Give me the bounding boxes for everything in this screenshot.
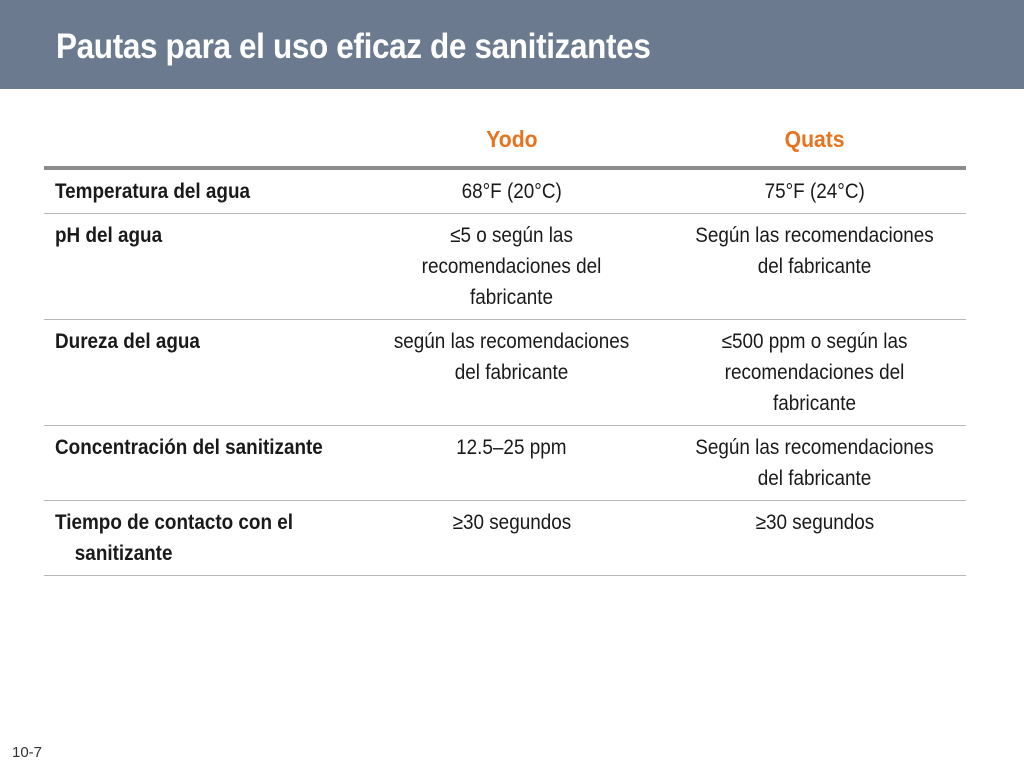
table-row: Dureza del agua según las recomendacione…	[44, 319, 966, 426]
yodo-value-text: según las recomendaciones del fabricante	[393, 330, 630, 384]
quats-value-text: Según las recomendaciones del fabricante	[695, 436, 934, 490]
table-row: Tiempo de contacto con el sanitizante ≥3…	[44, 500, 966, 576]
quats-value: 75°F (24°C)	[663, 168, 966, 214]
yodo-value-text: 12.5–25 ppm	[456, 436, 567, 459]
quats-value-text: ≥30 segundos	[755, 511, 874, 534]
row-label-text: Tiempo de contacto con el sanitizante	[55, 511, 294, 565]
quats-value: Según las recomendaciones del fabricante	[663, 425, 966, 501]
yodo-value: según las recomendaciones del fabricante	[360, 319, 663, 426]
quats-value-text: 75°F (24°C)	[764, 180, 865, 203]
slide-title: Pautas para el uso eficaz de sanitizante…	[56, 27, 651, 66]
sanitizer-guidelines-table: Yodo Quats Temperatura del agua 68°F (20…	[44, 112, 966, 576]
header-quats: Quats	[663, 112, 966, 170]
title-bar: Pautas para el uso eficaz de sanitizante…	[0, 0, 1024, 89]
row-label: Concentración del sanitizante	[44, 425, 360, 501]
row-label: pH del agua	[44, 213, 360, 320]
guidelines-table-container: Yodo Quats Temperatura del agua 68°F (20…	[44, 112, 966, 576]
table-header-row: Yodo Quats	[44, 112, 966, 170]
table-row: Temperatura del agua 68°F (20°C) 75°F (2…	[44, 168, 966, 214]
header-blank	[44, 112, 360, 170]
quats-value-text: ≤500 ppm o según las recomendaciones del…	[721, 330, 908, 415]
yodo-value: 12.5–25 ppm	[360, 425, 663, 501]
slide-number: 10-7	[12, 744, 43, 761]
quats-value-text: Según las recomendaciones del fabricante	[695, 224, 934, 278]
row-label-text: Concentración del sanitizante	[55, 436, 323, 459]
header-yodo-label: Yodo	[485, 125, 538, 152]
row-label-text: Dureza del agua	[55, 330, 200, 353]
yodo-value-text: 68°F (20°C)	[461, 180, 562, 203]
table-row: pH del agua ≤5 o según las recomendacion…	[44, 213, 966, 320]
quats-value: Según las recomendaciones del fabricante	[663, 213, 966, 320]
yodo-value-text: ≥30 segundos	[452, 511, 571, 534]
row-label: Temperatura del agua	[44, 168, 360, 214]
yodo-value-text: ≤5 o según las recomendaciones del fabri…	[421, 224, 602, 309]
table-row: Concentración del sanitizante 12.5–25 pp…	[44, 425, 966, 501]
row-label-text: Temperatura del agua	[55, 180, 251, 203]
row-label: Dureza del agua	[44, 319, 360, 426]
row-label: Tiempo de contacto con el sanitizante	[44, 500, 360, 576]
yodo-value: ≤5 o según las recomendaciones del fabri…	[360, 213, 663, 320]
yodo-value: 68°F (20°C)	[360, 168, 663, 214]
yodo-value: ≥30 segundos	[360, 500, 663, 576]
quats-value: ≥30 segundos	[663, 500, 966, 576]
row-label-text: pH del agua	[55, 224, 163, 247]
header-yodo: Yodo	[360, 112, 663, 170]
header-quats-label: Quats	[784, 125, 845, 152]
quats-value: ≤500 ppm o según las recomendaciones del…	[663, 319, 966, 426]
